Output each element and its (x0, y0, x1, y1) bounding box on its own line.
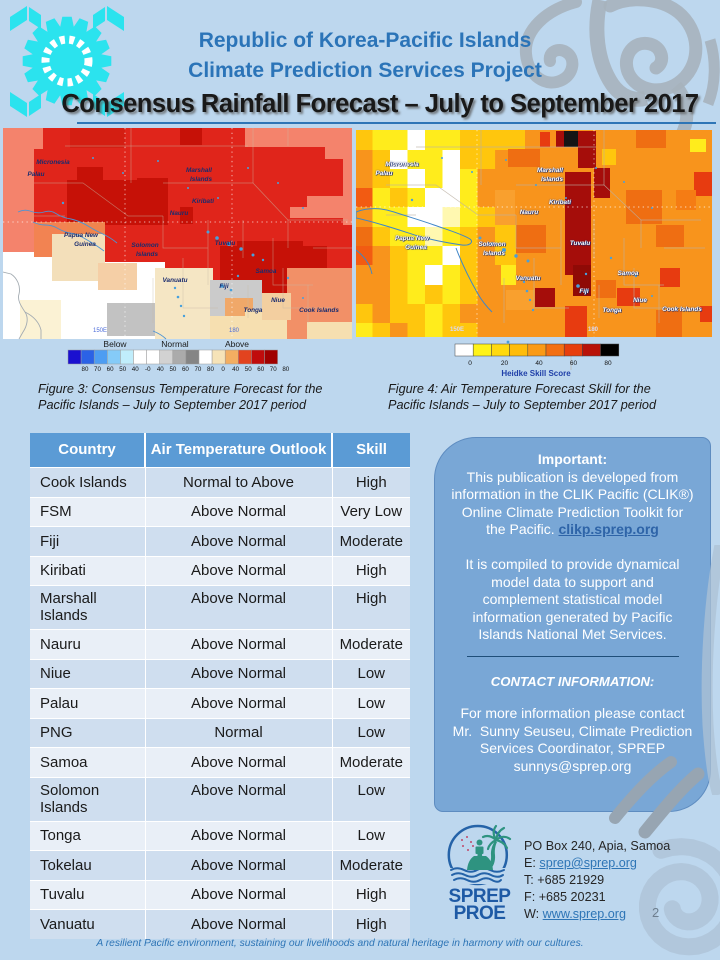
svg-text:Cook Islands: Cook Islands (662, 306, 702, 313)
svg-text:40: 40 (157, 366, 164, 373)
svg-text:Islands: Islands (190, 176, 212, 183)
svg-text:Cook Islands: Cook Islands (299, 307, 339, 314)
svg-text:Guinea: Guinea (405, 244, 427, 251)
svg-text:Islands: Islands (136, 251, 158, 258)
svg-text:Niue: Niue (271, 297, 285, 304)
svg-text:Tuvalu: Tuvalu (215, 240, 236, 247)
svg-text:Niue: Niue (633, 297, 647, 304)
svg-text:Papua New: Papua New (395, 235, 430, 242)
svg-text:80: 80 (82, 366, 89, 373)
svg-text:20: 20 (501, 360, 509, 367)
svg-text:Fiji: Fiji (219, 283, 228, 290)
svg-text:Solomon: Solomon (478, 241, 505, 248)
svg-text:Kiribati: Kiribati (192, 198, 214, 205)
svg-text:70: 70 (194, 366, 201, 373)
svg-text:Guinea: Guinea (74, 241, 96, 248)
svg-text:Tonga: Tonga (603, 307, 622, 314)
svg-text:Vanuatu: Vanuatu (516, 275, 541, 282)
svg-text:70: 70 (270, 366, 277, 373)
svg-text:0: 0 (468, 360, 472, 367)
svg-text:Islands: Islands (483, 250, 505, 257)
svg-text:Tuvalu: Tuvalu (570, 240, 591, 247)
svg-text:-0: -0 (145, 366, 151, 373)
svg-text:80: 80 (282, 366, 289, 373)
svg-text:Marshall: Marshall (537, 167, 563, 174)
svg-text:70: 70 (94, 366, 101, 373)
svg-text:Marshall: Marshall (186, 167, 212, 174)
svg-text:Below: Below (103, 339, 127, 349)
svg-text:Micronesia: Micronesia (36, 159, 70, 166)
svg-text:PROE: PROE (454, 903, 506, 924)
svg-text:150E: 150E (450, 327, 464, 333)
svg-text:Papua New: Papua New (64, 232, 99, 239)
svg-text:Palau: Palau (375, 170, 392, 177)
svg-text:Micronesia: Micronesia (385, 161, 419, 168)
svg-text:Nauru: Nauru (170, 210, 189, 217)
svg-text:Tonga: Tonga (244, 307, 263, 314)
svg-text:60: 60 (182, 366, 189, 373)
svg-text:50: 50 (169, 366, 176, 373)
svg-text:Islands: Islands (541, 176, 563, 183)
svg-text:40: 40 (232, 366, 239, 373)
svg-text:Nauru: Nauru (520, 209, 539, 216)
svg-text:60: 60 (257, 366, 264, 373)
svg-text:0: 0 (221, 366, 225, 373)
svg-text:50: 50 (245, 366, 252, 373)
svg-text:60: 60 (570, 360, 578, 367)
svg-text:SPREP: SPREP (449, 886, 512, 907)
svg-text:Above: Above (225, 339, 249, 349)
svg-text:Heidke Skill Score: Heidke Skill Score (501, 369, 571, 377)
svg-text:80: 80 (604, 360, 612, 367)
svg-text:Samoa: Samoa (618, 270, 639, 277)
svg-text:Kiribati: Kiribati (549, 199, 571, 206)
svg-text:Palau: Palau (27, 171, 44, 178)
svg-text:80: 80 (207, 366, 214, 373)
svg-text:Fiji: Fiji (579, 288, 588, 295)
svg-text:Samoa: Samoa (256, 268, 277, 275)
svg-text:150E: 150E (93, 328, 107, 334)
svg-text:180: 180 (588, 327, 599, 333)
svg-text:Normal: Normal (161, 339, 189, 349)
svg-text:40: 40 (132, 366, 139, 373)
svg-text:60: 60 (107, 366, 114, 373)
svg-text:Solomon: Solomon (131, 242, 158, 249)
svg-text:50: 50 (119, 366, 126, 373)
svg-text:40: 40 (535, 360, 543, 367)
svg-text:Vanuatu: Vanuatu (163, 277, 188, 284)
svg-text:180: 180 (229, 328, 240, 334)
